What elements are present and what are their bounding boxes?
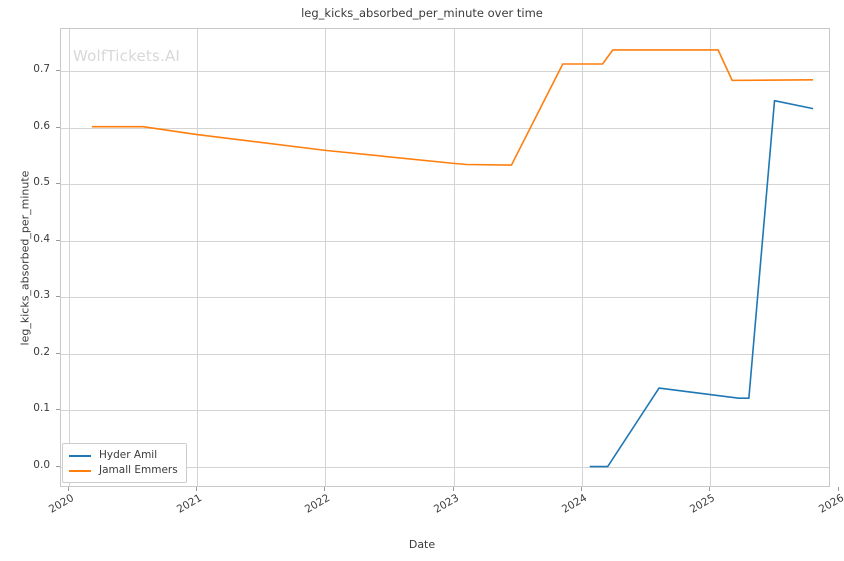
gridline-horizontal (61, 466, 829, 468)
x-tick-label: 2021 (174, 492, 205, 516)
x-tick-mark (67, 487, 69, 491)
gridline-vertical (582, 29, 584, 486)
gridline-horizontal (61, 127, 829, 129)
y-tick-label: 0.3 (33, 289, 50, 302)
y-tick-mark (56, 239, 60, 241)
legend-item[interactable]: Hyder Amil (69, 448, 178, 463)
gridline-horizontal (61, 240, 829, 242)
y-tick-label: 0.2 (33, 345, 50, 358)
y-tick-label: 0.7 (33, 63, 50, 76)
x-tick-label: 2025 (688, 492, 718, 516)
gridline-vertical (325, 29, 327, 486)
gridline-vertical (197, 29, 199, 486)
y-tick-label: 0.0 (33, 458, 50, 471)
x-tick-mark (324, 487, 326, 491)
series-lines (91, 49, 814, 468)
x-tick-mark (581, 487, 583, 491)
y-tick-mark (56, 183, 60, 185)
y-tick-label: 0.1 (33, 402, 50, 415)
x-tick-mark (196, 487, 198, 491)
legend-label: Jamall Emmers (99, 464, 178, 476)
legend-item[interactable]: Jamall Emmers (69, 463, 178, 478)
legend-color-swatch (69, 469, 91, 472)
gridline-vertical (453, 29, 455, 486)
y-axis-label: leg_kicks_absorbed_per_minute (18, 28, 32, 487)
y-tick-mark (56, 296, 60, 298)
series-line (91, 49, 814, 166)
y-tick-label: 0.5 (33, 176, 50, 189)
gridline-vertical (710, 29, 712, 486)
y-tick-label: 0.6 (33, 119, 50, 132)
gridline-horizontal (61, 297, 829, 299)
x-tick-mark (709, 487, 711, 491)
x-tick-label: 2024 (559, 492, 590, 516)
x-tick-label: 2026 (816, 492, 844, 516)
x-tick-mark (452, 487, 454, 491)
x-tick-label: 2023 (431, 492, 461, 516)
y-tick-mark (56, 465, 60, 467)
gridline-horizontal (61, 410, 829, 412)
x-tick-label: 2020 (46, 492, 76, 516)
legend-label: Hyder Amil (99, 449, 158, 461)
y-tick-mark (56, 70, 60, 72)
legend[interactable]: Hyder Amil Jamall Emmers (62, 443, 187, 483)
series-line (589, 99, 814, 468)
gridline-vertical (68, 29, 70, 486)
x-axis-label: Date (408, 538, 436, 551)
y-tick-label: 0.4 (33, 232, 50, 245)
gridline-horizontal (61, 353, 829, 355)
y-tick-mark (56, 126, 60, 128)
chart-title: leg_kicks_absorbed_per_minute over time (301, 6, 543, 20)
plot-area: WolfTickets.AI (60, 28, 830, 487)
gridline-horizontal (61, 184, 829, 186)
gridline-horizontal (61, 71, 829, 73)
x-tick-mark (837, 487, 839, 491)
y-axis-label-text: leg_kicks_absorbed_per_minute (18, 170, 32, 345)
y-tick-mark (56, 352, 60, 354)
y-tick-mark (56, 409, 60, 411)
legend-color-swatch (69, 454, 91, 457)
x-tick-label: 2022 (303, 492, 333, 516)
